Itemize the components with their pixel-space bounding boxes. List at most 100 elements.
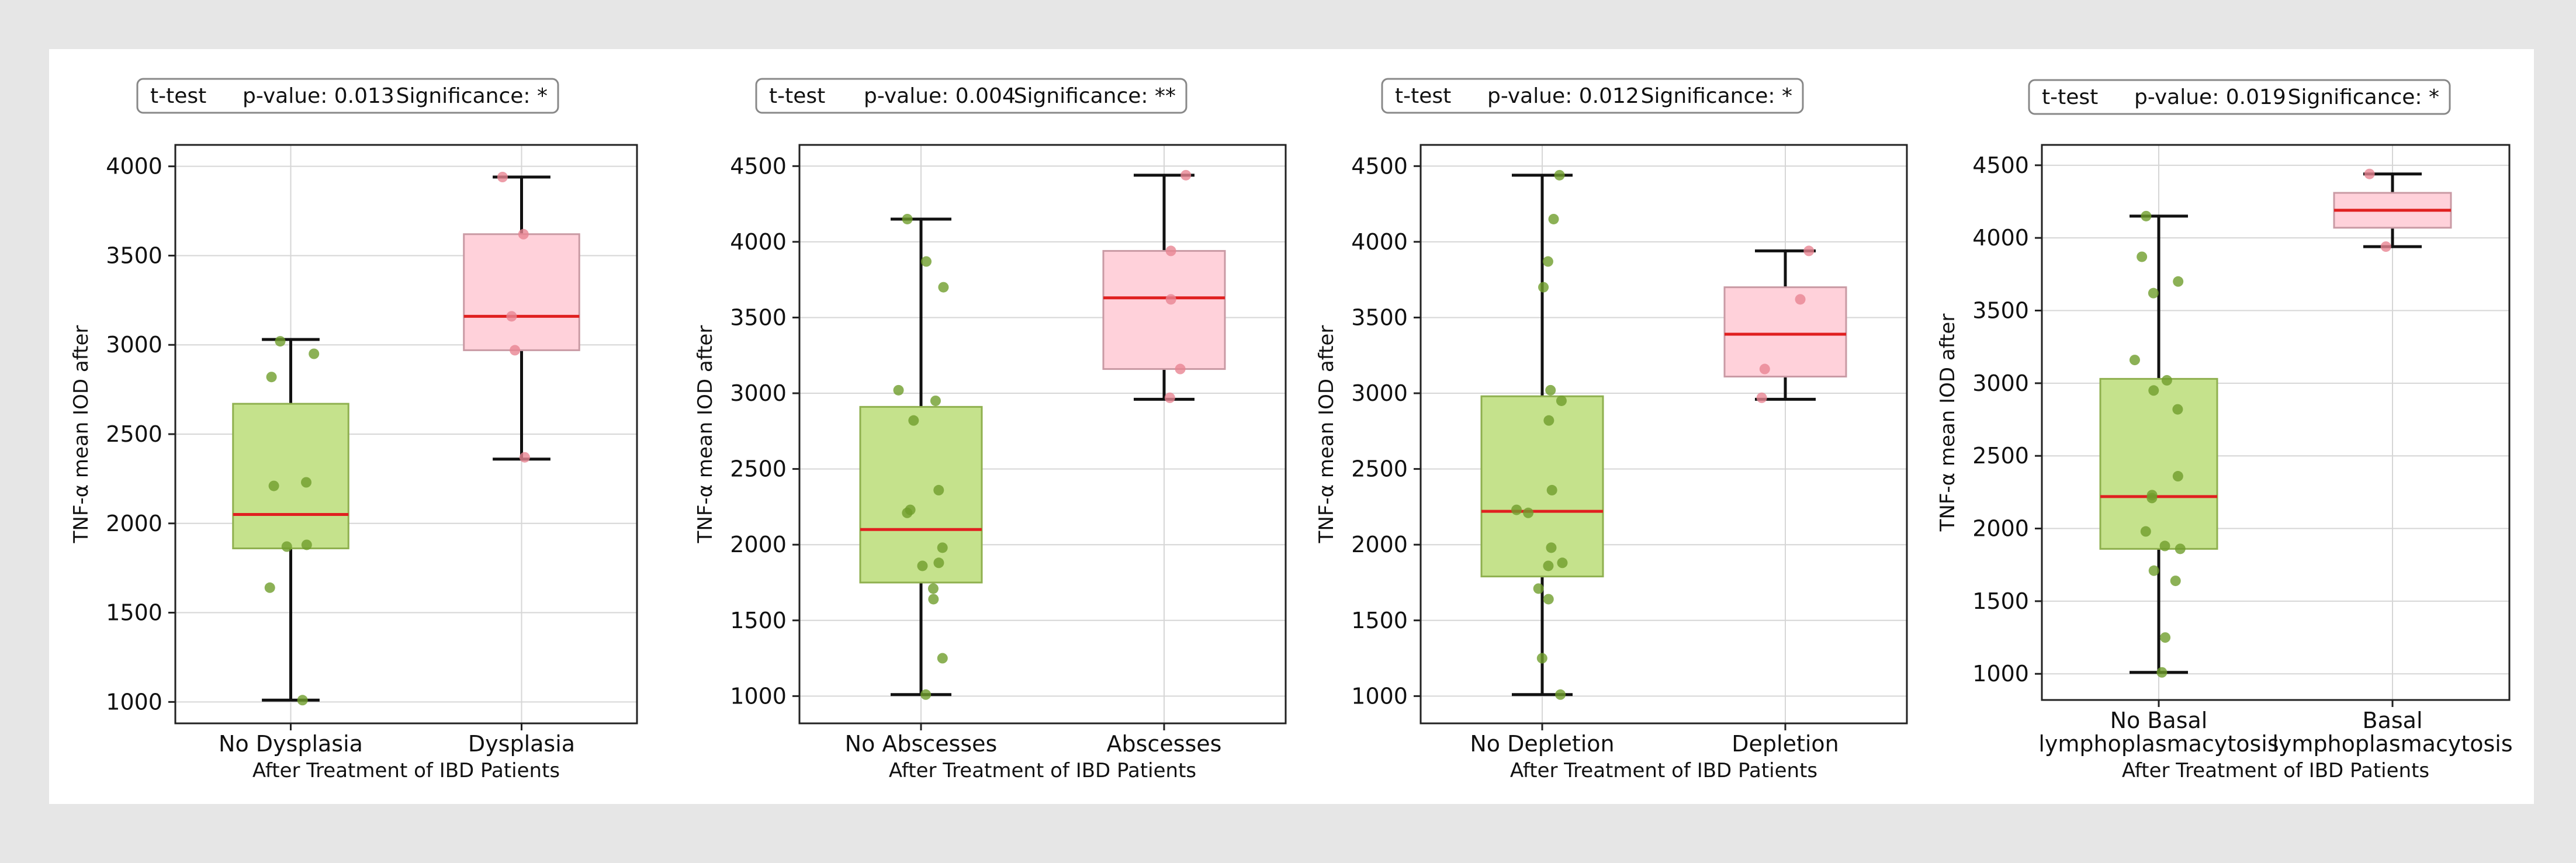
data-point <box>1175 363 1186 375</box>
y-tick-label: 3000 <box>1351 380 1408 406</box>
stats-test-label: t-test <box>1395 84 1451 108</box>
chart-panel-4: No BasallymphoplasmacytosisBasallymphopl… <box>1936 79 2513 782</box>
y-tick-label: 1500 <box>1972 588 2029 614</box>
stats-box <box>755 78 1187 114</box>
y-tick-label: 1000 <box>106 689 162 715</box>
y-tick-label: 3500 <box>1351 304 1408 330</box>
x-tick-label: lymphoplasmacytosis <box>2272 731 2512 757</box>
data-point <box>2172 404 2183 415</box>
stats-test-label: t-test <box>2042 85 2098 109</box>
data-point <box>309 348 320 359</box>
data-point <box>921 256 932 267</box>
chart-panel-2: No Abscesses Abscesses 1000 1500 2000 2500 300… <box>694 78 1287 782</box>
data-point <box>917 560 928 571</box>
x-tick-label: Abscesses <box>1107 731 1222 757</box>
data-point <box>1557 557 1568 569</box>
x-axis-label: After Treatment of IBD Patients <box>252 759 560 782</box>
y-tick-label: 2500 <box>730 456 787 482</box>
data-point <box>1538 282 1549 293</box>
x-tick-label: Basal <box>2363 708 2423 733</box>
data-point <box>1795 294 1806 305</box>
stats-pvalue-label: p-value: 0.013 <box>243 84 394 108</box>
x-tick-label: Depletion <box>1732 731 1839 757</box>
stats-pvalue-label: p-value: 0.019 <box>2134 85 2286 109</box>
box-control <box>2099 377 2218 550</box>
data-point <box>2161 375 2172 386</box>
data-point <box>510 345 521 356</box>
y-tick-label: 4500 <box>1972 153 2029 178</box>
data-point <box>301 539 312 550</box>
y-tick-label: 2000 <box>1351 532 1408 557</box>
figure-panel: No Dysplasia Dysplasia 1000 1500 2000 2500 300… <box>49 49 2534 804</box>
y-tick-label: 1000 <box>1972 661 2029 687</box>
box-case <box>463 233 580 351</box>
y-axis-label: TNF-α mean IOD after <box>694 325 717 544</box>
data-point <box>1756 392 1767 403</box>
data-point <box>2148 565 2159 576</box>
data-point <box>2129 355 2140 366</box>
data-point <box>937 542 948 553</box>
y-tick-label: 2500 <box>1351 456 1408 482</box>
data-point <box>902 213 913 224</box>
x-axis-label: After Treatment of IBD Patients <box>889 759 1196 782</box>
data-point <box>2170 576 2181 587</box>
data-point <box>930 395 941 406</box>
x-tick-label: lymphoplasmacytosis <box>2038 731 2279 757</box>
data-point <box>2140 526 2151 537</box>
stats-pvalue-label: p-value: 0.004 <box>864 84 1016 108</box>
y-tick-label: 3500 <box>730 304 787 330</box>
stats-box <box>136 78 559 114</box>
box-control <box>232 403 349 550</box>
data-point <box>1511 504 1522 515</box>
stats-box <box>2028 79 2451 115</box>
y-axis-label: TNF-α mean IOD after <box>1936 314 1959 532</box>
data-point <box>301 477 312 488</box>
y-tick-label: 4500 <box>730 153 787 179</box>
data-point <box>1554 169 1565 181</box>
data-point <box>2146 490 2158 501</box>
y-tick-label: 1500 <box>1351 608 1408 633</box>
y-tick-label: 4000 <box>1351 229 1408 255</box>
data-point <box>893 384 904 396</box>
data-point <box>938 282 949 293</box>
data-point <box>1533 583 1544 594</box>
plot-frame <box>798 144 1287 725</box>
data-point <box>281 541 292 552</box>
y-tick-label: 3500 <box>106 242 162 268</box>
data-point <box>519 452 530 463</box>
data-point <box>1546 542 1557 553</box>
y-axis-label: TNF-α mean IOD after <box>70 325 93 544</box>
data-point <box>268 480 279 491</box>
data-point <box>1546 484 1557 495</box>
y-tick-label: 1000 <box>1351 683 1408 709</box>
data-point <box>266 372 277 383</box>
chart-panel-3: No Depletion Depletion 1000 1500 2000 2500 300… <box>1315 78 1908 782</box>
data-point <box>1165 294 1176 305</box>
chart-panel-1: No Dysplasia Dysplasia 1000 1500 2000 2500 300… <box>70 78 638 782</box>
y-tick-label: 3000 <box>1972 370 2029 396</box>
stats-significance-label: Significance: * <box>2288 85 2439 109</box>
data-point <box>2148 385 2159 396</box>
data-point <box>905 504 916 515</box>
data-point <box>1523 507 1534 518</box>
y-tick-label: 2000 <box>730 532 787 557</box>
data-point <box>1543 560 1554 571</box>
x-tick-label: No Dysplasia <box>219 731 363 757</box>
x-tick-label: No Depletion <box>1470 731 1614 757</box>
data-point <box>2159 540 2170 552</box>
y-tick-label: 3000 <box>106 332 162 358</box>
y-tick-label: 4000 <box>730 229 787 255</box>
data-point <box>1536 653 1547 664</box>
box-case <box>1102 249 1226 370</box>
data-point <box>275 336 286 347</box>
data-point <box>1180 169 1192 181</box>
data-point <box>1542 256 1553 267</box>
box-control <box>1480 395 1604 578</box>
data-point <box>2156 667 2168 678</box>
y-tick-label: 2000 <box>1972 516 2029 542</box>
box-control <box>859 405 983 584</box>
stats-pvalue-label: p-value: 0.012 <box>1487 84 1639 108</box>
y-tick-label: 3500 <box>1972 298 2029 324</box>
data-point <box>933 557 944 569</box>
x-axis-label: After Treatment of IBD Patients <box>2122 759 2429 782</box>
